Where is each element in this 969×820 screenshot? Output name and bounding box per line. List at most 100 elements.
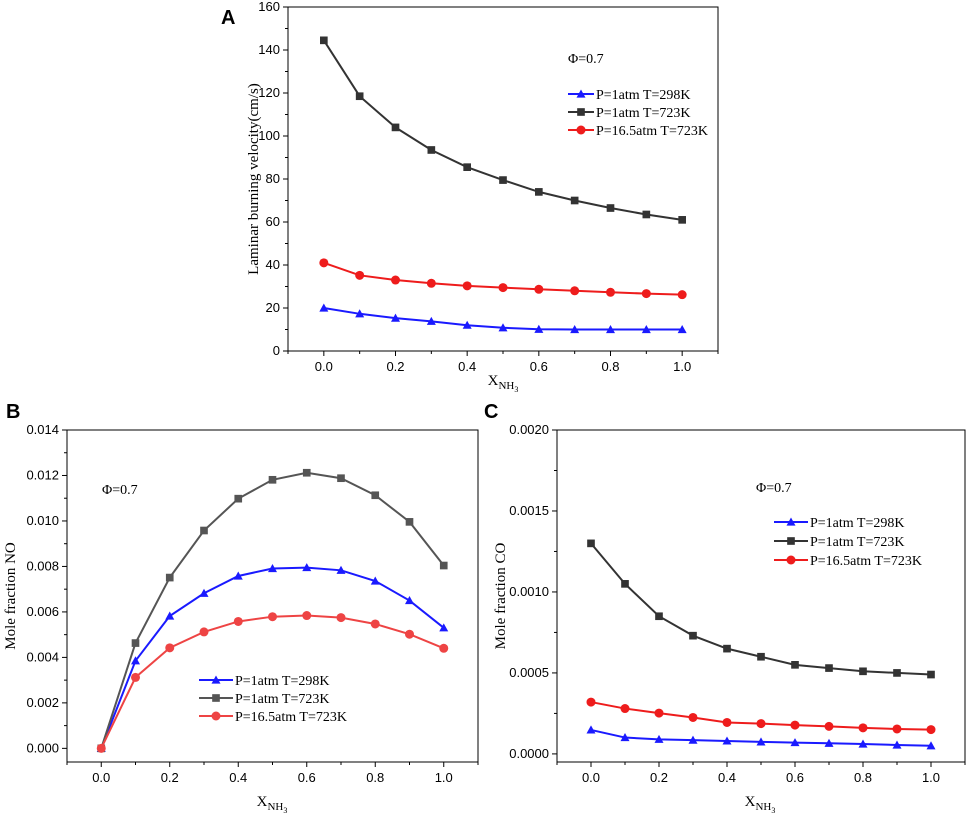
panel-c-ytick-label: 0.0020	[509, 422, 549, 437]
panel-b-xlabel-subsub: 3	[283, 806, 287, 815]
panel-a-xtick-label: 1.0	[673, 359, 691, 374]
panel-c-data-point	[893, 669, 901, 677]
panel-a-series-1	[319, 303, 687, 334]
panel-a-data-point	[570, 196, 579, 205]
panel-b-series-3	[96, 611, 449, 753]
panel-b-data-point	[302, 563, 312, 572]
panel-a-legend-label: P=1atm T=298K	[596, 88, 690, 103]
panel-a-legend-label: P=1atm T=723K	[596, 106, 690, 121]
panel-a-ytick-label: 20	[266, 300, 280, 315]
panel-a-xlabel-sub: NH	[498, 380, 514, 392]
panel-a-data-point	[535, 188, 543, 196]
panel-a-ytick-label: 100	[258, 128, 280, 143]
panel-a-data-point	[678, 216, 686, 224]
panel-b-data-point	[370, 576, 380, 585]
panel-c-xtick-label: 0.6	[786, 770, 804, 785]
panel-a-legend-marker	[577, 108, 585, 116]
panel-c-series-3	[586, 697, 936, 735]
panel-b-xtick-label: 0.0	[92, 770, 110, 785]
panel-c-xlabel: XNH3	[745, 794, 776, 815]
panel-c-data-point	[892, 724, 902, 734]
panel-c-legend-marker	[786, 517, 796, 526]
panel-a-legend: P=1atm T=298K P=1atm T=723K P=16.5atm T=72…	[568, 88, 708, 139]
panel-b-xtick-label: 0.4	[229, 770, 247, 785]
panel-a-xtick-label: 0.6	[530, 359, 548, 374]
panel-c-data-point	[654, 734, 664, 743]
panel-c-data-point	[791, 661, 799, 669]
panel-a-data-point	[499, 176, 507, 184]
panel-c-data-point	[756, 737, 766, 746]
panel-b-data-point	[439, 643, 449, 653]
panel-a-data-point	[641, 289, 651, 299]
panel-a-ytick-label: 40	[266, 257, 280, 272]
panel-a-data-point	[534, 324, 544, 333]
panel-a-series-3	[319, 258, 687, 300]
panel-a-data-point	[320, 36, 328, 45]
panel-a-legend-label: P=16.5atm T=723K	[596, 124, 708, 139]
panel-a-data-point	[427, 146, 436, 154]
panel-b-ytick-label: 0.012	[26, 467, 59, 482]
panel-b-data-point	[439, 561, 448, 570]
panel-b-data-point	[370, 619, 380, 629]
panel-b-data-point	[165, 643, 175, 653]
panel-b-xtick-label: 0.8	[366, 770, 384, 785]
panel-a-data-point	[606, 204, 615, 212]
panel-a-ytick-label: 120	[258, 85, 280, 100]
panel-b-legend-marker	[211, 711, 221, 721]
panel-b-data-point	[268, 612, 277, 622]
panel-c-annotation: Φ=0.7	[756, 481, 792, 496]
panel-c-data-point	[824, 738, 834, 747]
panel-c-xtick-label: 0.4	[718, 770, 736, 785]
panel-c-data-point	[892, 740, 902, 749]
panel-b-ytick-label: 0.014	[26, 422, 59, 437]
panel-c-ytick-label: 0.0005	[509, 665, 549, 680]
panel-b-data-point	[302, 611, 312, 621]
panel-c-legend: P=1atm T=298K P=1atm T=723K P=16.5atm T=72…	[774, 516, 922, 569]
panel-a-ylabel: Laminar burning velocity(cm/s)	[246, 83, 262, 275]
panel-b-xlabel: XNH3	[257, 794, 288, 815]
panel-c-data-point	[722, 736, 732, 745]
panel-c-data-point	[722, 717, 732, 727]
panel-a-xlabel-subsub: 3	[514, 385, 518, 394]
panel-c-xlabel-sub: NH	[755, 801, 771, 813]
panel-c-data-point	[859, 667, 867, 676]
panel-c-xtick-label: 0.8	[854, 770, 872, 785]
panel-c-data-point	[688, 712, 698, 722]
panel-a-data-point	[463, 163, 471, 171]
panel-b-data-point	[439, 623, 449, 632]
panel-c-data-point	[655, 612, 663, 621]
panel-b-data-point	[200, 526, 208, 535]
panel-c-ytick-label: 0.0000	[509, 746, 549, 761]
panel-b-annotation: Φ=0.7	[102, 483, 138, 498]
panel-a-data-point	[606, 325, 615, 334]
panel-a-xtick-label: 0.2	[386, 359, 404, 374]
panel-b-ylabel: Mole fraction NO	[3, 542, 19, 650]
panel-b-data-point	[268, 563, 277, 573]
panel-c-data-point	[790, 720, 800, 730]
panel-a-data-point	[391, 313, 400, 322]
panel-a-data-point	[570, 286, 580, 296]
panel-c-data-point	[926, 725, 936, 735]
panel-b-legend-label: P=1atm T=298K	[235, 674, 329, 689]
panel-b-data-point	[165, 573, 174, 582]
panel-c-data-point	[688, 735, 698, 744]
panel-c-ytick-label: 0.0015	[509, 503, 549, 518]
panel-c-legend-label: P=16.5atm T=723K	[810, 554, 922, 569]
panel-c-ylabel: Mole fraction CO	[493, 543, 509, 650]
panel-b-data-point	[233, 616, 243, 626]
panel-b-xlabel-main: X	[257, 794, 268, 810]
panel-b-legend-label: P=16.5atm T=723K	[235, 710, 347, 725]
panel-a-data-point	[642, 210, 651, 219]
panel-a-ytick-label: 80	[266, 171, 280, 186]
panel-a-data-point	[462, 320, 472, 329]
panel-b-ytick-label: 0.010	[26, 513, 59, 528]
panel-b-xlabel-sub: NH	[267, 801, 283, 813]
panel-c-xlabel-subsub: 3	[771, 806, 775, 815]
panel-c-data-point	[586, 697, 596, 707]
panel-b-xtick-label: 0.6	[298, 770, 316, 785]
panel-b-data-point	[199, 588, 209, 597]
panel-b-data-point	[234, 494, 243, 503]
panel-a-xtick-label: 0.4	[458, 359, 476, 374]
